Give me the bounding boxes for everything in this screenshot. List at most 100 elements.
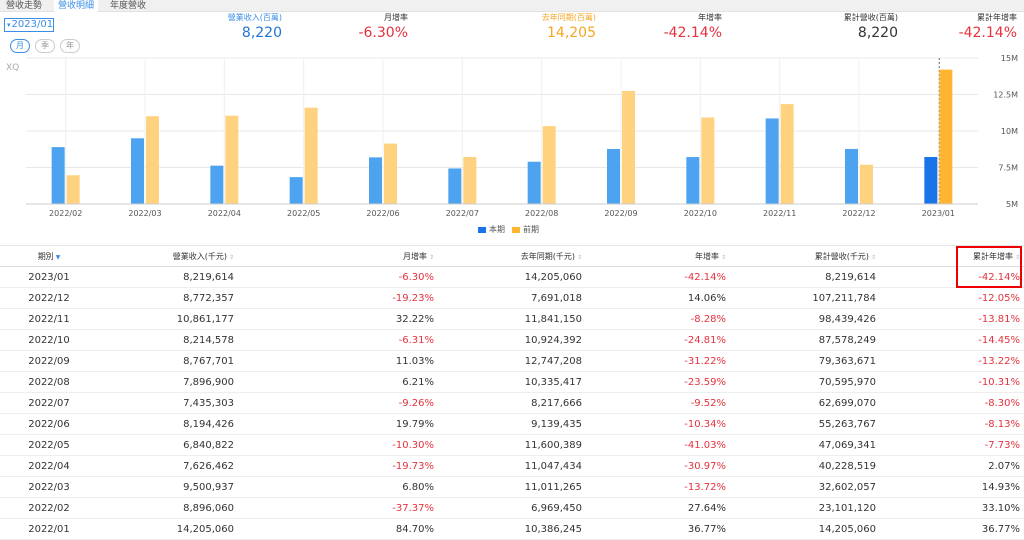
summary-last-year: 去年同期(百萬) 14,205	[510, 12, 596, 42]
col-header-last-year[interactable]: 去年同期(千元) ⇕	[438, 245, 586, 267]
cell-revenue: 7,896,900	[98, 371, 238, 393]
period-select[interactable]: ▾2023/01	[4, 18, 54, 32]
cell-cumulative: 23,101,120	[730, 497, 880, 519]
table-row[interactable]: 2022/02 8,896,060 -37.37% 6,969,450 27.64% 23…	[0, 497, 1024, 519]
x-tick-label: 2022/05	[287, 209, 320, 218]
summary-mom-value: -6.30%	[358, 25, 408, 41]
table-row[interactable]: 2022/11 10,861,177 32.22% 11,841,150 -8.28% 9…	[0, 308, 1024, 330]
period-select-value: 2023/01	[11, 19, 54, 30]
cell-yoy: -10.34%	[586, 413, 730, 435]
cell-yoy: -23.59%	[586, 371, 730, 393]
cell-yoy: -42.14%	[586, 266, 730, 288]
tab-revenue-trend[interactable]: 營收走勢	[6, 1, 43, 11]
table-row[interactable]: 2022/01 14,205,060 84.70% 10,386,245 36.77% 1…	[0, 518, 1024, 540]
legend-previous-swatch	[512, 226, 520, 233]
sort-icon: ⇕	[428, 253, 434, 261]
tab-revenue-detail[interactable]: 營收明細	[54, 0, 99, 12]
cell-mom: -37.37%	[238, 497, 438, 519]
cell-last-year: 9,139,435	[438, 413, 586, 435]
cell-yoy: -24.81%	[586, 329, 730, 351]
summary-revenue: 營業收入(百萬) 8,220	[200, 12, 282, 42]
legend-current-swatch	[478, 226, 486, 233]
summary-yoy-value: -42.14%	[663, 25, 722, 41]
table-row[interactable]: 2022/05 6,840,822 -10.30% 11,600,389 -41.03%…	[0, 434, 1024, 456]
pill-year[interactable]: 年	[60, 39, 80, 53]
table-row[interactable]: 2022/10 8,214,578 -6.31% 10,924,392 -24.81% 8…	[0, 329, 1024, 351]
col-header-mom[interactable]: 月增率 ⇕	[238, 245, 438, 267]
table-row[interactable]: 2022/07 7,435,303 -9.26% 8,217,666 -9.52% 62,…	[0, 392, 1024, 414]
pill-month[interactable]: 月	[10, 39, 30, 53]
revenue-table: 期別 ▼ 營業收入(千元) ⇕ 月增率 ⇕ 去年同期(千元) ⇕ 年增率 ⇕ 累計營收(千…	[0, 245, 1024, 540]
cell-period: 2022/08	[0, 371, 98, 393]
x-tick-label: 2022/04	[208, 209, 241, 218]
cell-last-year: 11,011,265	[438, 476, 586, 498]
x-tick-label: 2022/09	[604, 209, 637, 218]
bar-previous	[304, 107, 318, 204]
x-tick-label: 2022/07	[446, 209, 479, 218]
bar-current	[210, 165, 224, 204]
summary-cumulative-yoy-value: -42.14%	[958, 25, 1017, 41]
sort-icon: ⇕	[576, 253, 582, 261]
bar-previous	[701, 117, 715, 204]
sort-icon: ⇕	[870, 253, 876, 261]
table-row[interactable]: 2022/09 8,767,701 11.03% 12,747,208 -31.22% 7…	[0, 350, 1024, 372]
summary-cumulative-yoy-label: 累計年增率	[977, 13, 1017, 22]
cell-cumulative-yoy: -13.22%	[880, 350, 1024, 372]
cell-revenue: 9,500,937	[98, 476, 238, 498]
bar-current	[924, 156, 938, 204]
cell-cumulative: 40,228,519	[730, 455, 880, 477]
tab-annual-revenue[interactable]: 年度營收	[110, 1, 147, 11]
summary-revenue-label: 營業收入(百萬)	[227, 13, 282, 22]
table-row[interactable]: 2022/08 7,896,900 6.21% 10,335,417 -23.59% 70…	[0, 371, 1024, 393]
table-row[interactable]: 2023/01 8,219,614 -6.30% 14,205,060 -42.14% 8…	[0, 266, 1024, 288]
cell-period: 2022/09	[0, 350, 98, 372]
cell-yoy: -9.52%	[586, 392, 730, 414]
table-row[interactable]: 2022/04 7,626,462 -19.73% 11,047,434 -30.97%…	[0, 455, 1024, 477]
cell-cumulative: 98,439,426	[730, 308, 880, 330]
col-header-cumulative-yoy[interactable]: 累計年增率 ⇕	[880, 245, 1024, 267]
cell-mom: -9.26%	[238, 392, 438, 414]
table-row[interactable]: 2022/12 8,772,357 -19.23% 7,691,018 14.06% 10…	[0, 287, 1024, 309]
col-header-revenue[interactable]: 營業收入(千元) ⇕	[98, 245, 238, 267]
cell-yoy: -30.97%	[586, 455, 730, 477]
x-tick-label: 2022/03	[128, 209, 161, 218]
cell-cumulative-yoy: 14.93%	[880, 476, 1024, 498]
cell-revenue: 8,772,357	[98, 287, 238, 309]
cell-last-year: 7,691,018	[438, 287, 586, 309]
sort-icon: ⇕	[228, 253, 234, 261]
cell-revenue: 8,896,060	[98, 497, 238, 519]
y-tick-label: 5M	[1006, 200, 1018, 209]
cell-revenue: 6,840,822	[98, 434, 238, 456]
bar-previous	[463, 157, 477, 204]
cell-mom: -19.73%	[238, 455, 438, 477]
col-header-period[interactable]: 期別 ▼	[0, 245, 98, 267]
cell-mom: 84.70%	[238, 518, 438, 540]
cell-cumulative-yoy: -42.14%	[880, 266, 1024, 288]
table-row[interactable]: 2022/03 9,500,937 6.80% 11,011,265 -13.72% 32…	[0, 476, 1024, 498]
pill-quarter[interactable]: 季	[35, 39, 55, 53]
revenue-bar-chart: 5M 7.5M 10M 12.5M 15M 2022/02 2022/03 2022/04 20…	[26, 55, 1018, 218]
cell-last-year: 14,205,060	[438, 266, 586, 288]
cell-revenue: 7,435,303	[98, 392, 238, 414]
x-tick-label: 2022/02	[49, 209, 82, 218]
bar-previous	[384, 143, 397, 204]
summary-last-year-value: 14,205	[547, 25, 596, 41]
cell-cumulative-yoy: -13.81%	[880, 308, 1024, 330]
cell-last-year: 6,969,450	[438, 497, 586, 519]
cell-mom: 11.03%	[238, 350, 438, 372]
bar-current	[607, 148, 620, 204]
summary-cumulative: 累計營收(百萬) 8,220	[810, 12, 898, 42]
cell-cumulative: 47,069,341	[730, 434, 880, 456]
col-header-yoy[interactable]: 年增率 ⇕	[586, 245, 730, 267]
cell-period: 2022/06	[0, 413, 98, 435]
cell-mom: -6.31%	[238, 329, 438, 351]
sort-icon: ⇕	[1014, 253, 1020, 261]
bar-current	[765, 118, 779, 204]
cell-cumulative-yoy: -12.05%	[880, 287, 1024, 309]
chevron-down-icon: ▾	[7, 21, 11, 29]
table-row[interactable]: 2022/06 8,194,426 19.79% 9,139,435 -10.34% 55…	[0, 413, 1024, 435]
col-header-cumulative[interactable]: 累計營收(千元) ⇕	[730, 245, 880, 267]
cell-revenue: 7,626,462	[98, 455, 238, 477]
bar-current	[448, 168, 462, 204]
cell-revenue: 10,861,177	[98, 308, 238, 330]
